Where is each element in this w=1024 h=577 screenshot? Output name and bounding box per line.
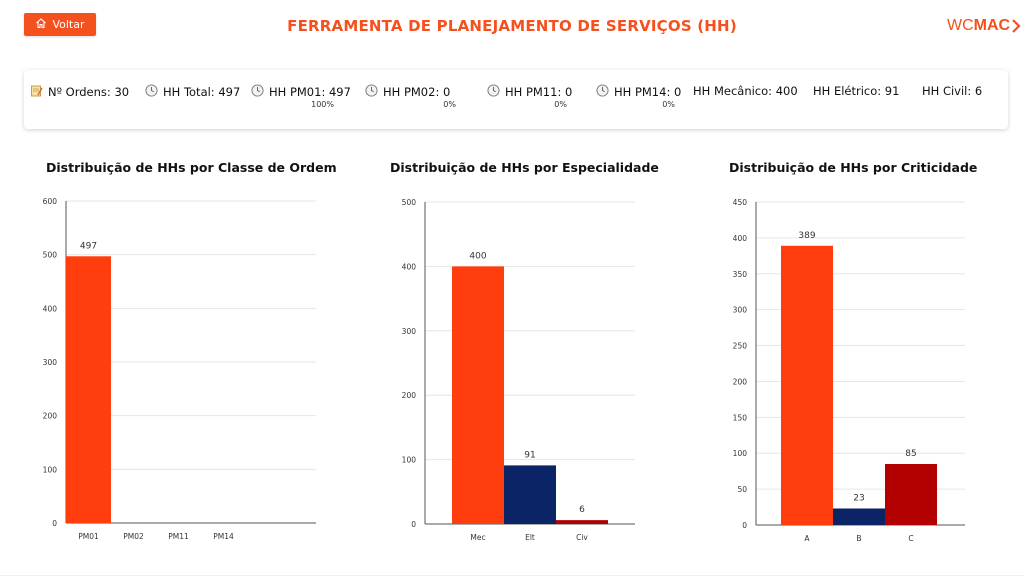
stat-hh-mecanico-text: HH Mecânico: 400 [693,84,798,98]
y-tick-label: 0 [52,519,57,528]
data-label-b: 23 [853,493,864,503]
y-tick-label: 200 [43,412,58,421]
stat-hh-civil-text: HH Civil: 6 [922,84,983,98]
y-tick-label: 400 [733,234,748,243]
bar-pm01 [66,256,111,523]
clock-icon [365,84,378,100]
y-tick-label: 250 [733,342,748,351]
stat-hh-pm02-pct: 0% [443,100,456,109]
y-tick-label: 500 [43,251,58,260]
clock-icon [487,84,500,100]
x-tick-label-c: C [908,534,913,543]
y-tick-label: 150 [733,413,748,422]
summary-card: Nº Ordens: 30 HH Total: 497 HH PM01: 497… [24,70,1008,129]
data-label-c: 85 [905,449,916,459]
y-tick-label: 200 [733,377,748,386]
stat-hh-pm14-pct: 0% [662,100,675,109]
y-tick-label: 0 [742,521,747,530]
stat-hh-pm01: HH PM01: 497 [251,84,351,100]
y-tick-label: 300 [733,306,748,315]
x-tick-label-pm01: PM01 [78,532,99,541]
data-label-civ: 6 [579,505,585,515]
back-button-label: Voltar [52,18,85,31]
page-title: FERRAMENTA DE PLANEJAMENTO DE SERVIÇOS (… [287,17,737,35]
chart-classe-de-ordem: 0 100 200 300 400 500 600 497 PM01 PM02 PM11 PM14 [43,197,316,541]
chart-criticidade: 0 50 100 150 200 250 300 350 400 450 389 A 23 B 85 C [733,198,965,543]
y-tick-label: 500 [402,198,417,207]
stat-hh-pm14: HH PM14: 0 [596,84,681,100]
footer-divider [0,575,1024,576]
stat-hh-pm14-text: HH PM14: 0 [614,85,682,99]
clock-icon [145,84,158,100]
stat-hh-eletrico: HH Elétrico: 91 [813,84,899,98]
notepad-icon [30,84,43,100]
x-tick-label-pm11: PM11 [168,532,189,541]
x-tick-label-elt: Elt [525,533,535,542]
stat-hh-total: HH Total: 497 [145,84,240,100]
data-label-pm01: 497 [80,241,97,251]
back-button[interactable]: Voltar [24,13,96,36]
clock-icon [251,84,264,100]
stat-hh-eletrico-text: HH Elétrico: 91 [813,84,900,98]
x-tick-label-b: B [856,534,861,543]
y-tick-label: 0 [411,520,416,529]
logo-arrow-icon [1011,18,1021,38]
y-tick-label: 400 [402,262,417,271]
bar-mec [452,266,504,524]
stat-hh-pm02: HH PM02: 0 [365,84,450,100]
logo-wc-text: WC [947,17,974,34]
x-tick-label-mec: Mec [470,533,485,542]
data-label-elt: 91 [524,450,535,460]
home-icon [35,17,47,32]
stat-hh-mecanico: HH Mecânico: 400 [693,84,798,98]
x-tick-label-a: A [804,534,810,543]
y-tick-label: 400 [43,304,58,313]
stat-hh-total-text: HH Total: 497 [163,85,241,99]
y-tick-label: 300 [402,327,417,336]
data-label-a: 389 [798,231,815,241]
y-tick-label: 100 [733,449,748,458]
y-tick-label: 450 [733,198,748,207]
y-tick-label: 300 [43,358,58,367]
logo-mac-text: MAC [973,17,1011,34]
bar-b [833,508,885,525]
chart-especialidade: 0 100 200 300 400 500 400 Mec 91 Elt 6 Civ [402,198,635,542]
x-tick-label-pm14: PM14 [213,532,234,541]
stat-hh-pm11-text: HH PM11: 0 [505,85,573,99]
y-tick-label: 100 [43,465,58,474]
x-tick-label-pm02: PM02 [123,532,144,541]
stat-hh-pm02-text: HH PM02: 0 [383,85,451,99]
stat-hh-civil: HH Civil: 6 [922,84,982,98]
stat-hh-pm01-pct: 100% [311,100,334,109]
stat-hh-pm11: HH PM11: 0 [487,84,572,100]
chart-title-especialidade: Distribuição de HHs por Especialidade [390,160,659,175]
chart-title-classe: Distribuição de HHs por Classe de Ordem [46,160,337,175]
chart-title-criticidade: Distribuição de HHs por Criticidade [729,160,978,175]
y-tick-label: 350 [733,270,748,279]
y-tick-label: 100 [402,456,417,465]
data-label-mec: 400 [469,251,486,261]
stat-orders: Nº Ordens: 30 [30,84,129,100]
clock-icon [596,84,609,100]
bar-c [885,463,937,525]
company-logo: WCMAC [947,15,1023,45]
y-tick-label: 200 [402,391,417,400]
bar-civ [556,520,608,524]
y-tick-label: 600 [43,197,58,206]
x-tick-label-civ: Civ [576,533,588,542]
bar-elt [504,465,556,524]
stat-orders-text: Nº Ordens: 30 [48,85,130,99]
stat-hh-pm11-pct: 0% [554,100,567,109]
stat-hh-pm01-text: HH PM01: 497 [269,85,351,99]
bar-a [781,245,833,526]
y-tick-label: 50 [737,485,747,494]
